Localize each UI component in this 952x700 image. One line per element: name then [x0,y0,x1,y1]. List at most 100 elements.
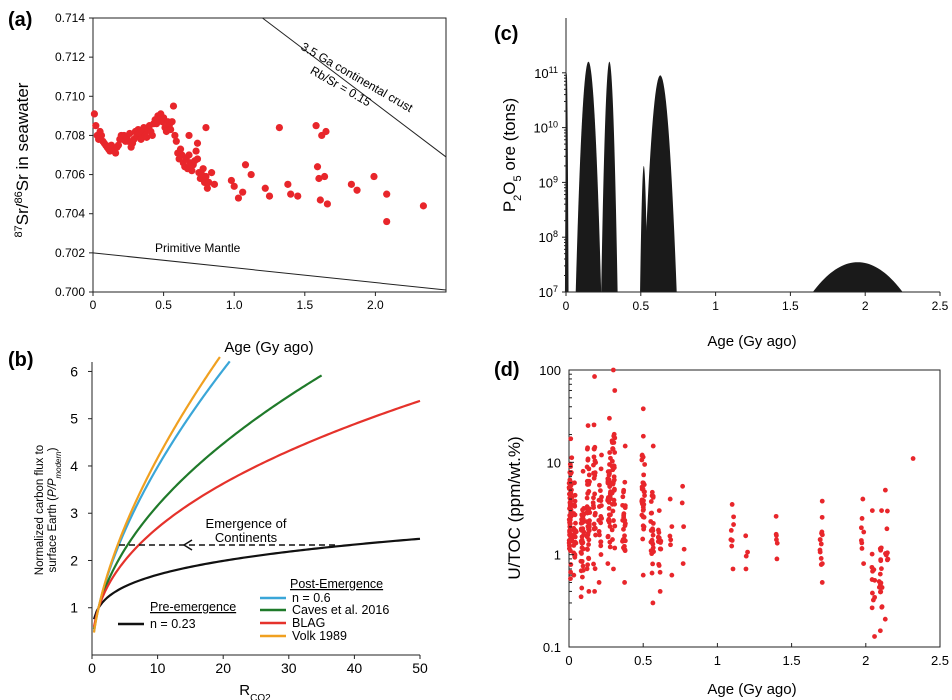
reference-line-0 [92,252,447,291]
uptake-point-147 [585,457,591,463]
uptake-point-443 [818,556,824,561]
uptake-point-95 [578,594,584,600]
uptake-point-427 [729,543,735,549]
uptake-point-392 [650,561,656,567]
sr-point-102 [316,196,324,204]
uptake-point-176 [586,524,592,530]
panel-b-letter: (b) [8,349,34,371]
uptake-point-429 [743,566,749,572]
uptake-point-289 [610,464,616,470]
uptake-point-447 [818,541,824,547]
uptake-point-394 [650,443,656,449]
uptake-point-478 [877,571,883,577]
uptake-point-470 [872,594,878,600]
sr-point-87 [227,176,235,185]
uptake-point-326 [621,526,626,532]
uptake-point-496 [884,557,890,563]
sr-point-72 [192,147,200,155]
uptake-point-414 [669,524,675,530]
uptake-point-79 [572,498,578,504]
uptake-point-135 [586,589,592,594]
emergence-arrow-head [182,539,193,551]
sr-point-93 [261,184,269,192]
uptake-point-255 [605,533,611,539]
panel-c-x-ticks: 0 0.5 1 1.5 2 2.5 [563,292,949,313]
uptake-point-94 [572,480,577,486]
uptake-point-88 [572,534,578,540]
uptake-point-93 [571,511,577,516]
sr-point-79 [202,172,210,181]
panel-d-points [566,367,916,639]
uptake-point-288 [609,527,615,533]
sr-point-67 [185,151,193,159]
panel-d-y-ticks: 0.1 1 10 100 [539,363,574,655]
sr-point-37 [143,133,151,141]
uptake-point-180 [592,589,597,594]
y-tick-label-4: 1011 [534,65,558,81]
uptake-point-408 [658,540,663,545]
y-tick-label-4: 5 [70,411,78,427]
uptake-point-125 [579,574,585,580]
uptake-point-227 [598,498,604,504]
panel-b-y-label-line-2: surface Earth (P/Pmodern) [47,447,63,572]
uptake-point-384 [649,570,655,576]
uptake-point-490 [879,508,884,514]
sr-point-109 [370,172,378,181]
uptake-point-236 [607,524,613,529]
uptake-point-282 [609,458,615,464]
uptake-point-425 [731,514,736,520]
panel-d-letter: (d) [494,359,520,381]
uptake-point-173 [586,556,592,562]
uptake-point-133 [580,516,586,522]
series-line-0 [92,537,421,620]
y-tick-label-2: 10 [547,455,561,470]
x-tick-label-0: 0 [88,660,96,676]
uptake-point-65 [567,543,572,548]
uptake-point-333 [622,521,628,526]
panel-b-x-label: RCO2 [239,682,271,700]
uptake-point-299 [609,438,615,444]
uptake-point-169 [586,481,592,487]
uptake-point-49 [568,491,574,496]
uptake-point-85 [573,529,579,535]
panel-d-y-label: U/TOC (ppm/wt.%) [505,436,524,579]
uptake-point-374 [650,532,656,538]
uptake-point-389 [649,489,655,495]
uptake-point-409 [656,508,662,514]
uptake-point-200 [591,521,597,527]
sr-point-104 [320,172,329,181]
x-tick-label-1: 0.5 [155,298,172,312]
uptake-point-37 [566,517,572,522]
uptake-point-387 [648,539,654,545]
uptake-point-415 [667,496,673,502]
y-tick-label-1: 1 [554,548,561,563]
uptake-point-370 [650,600,656,606]
uptake-point-458 [859,516,865,521]
uptake-point-210 [596,580,602,585]
sr-point-96 [284,180,292,188]
y-tick-label-2: 109 [539,174,558,190]
uptake-point-331 [621,538,627,543]
uptake-point-188 [591,495,596,501]
y-tick-label-0: 1 [70,600,78,616]
sr-point-61 [176,145,185,153]
uptake-point-209 [592,374,597,379]
uptake-point-433 [774,556,780,562]
sr-point-73 [193,155,202,163]
uptake-point-494 [884,508,890,514]
uptake-point-134 [580,468,586,474]
x-tick-label-2: 1.0 [226,298,243,312]
panel-d-x-ticks: 0 0.5 1 1.5 2 2.5 [565,643,949,668]
uptake-point-172 [585,491,591,496]
x-tick-label-1: 10 [150,660,166,676]
uptake-point-364 [640,486,646,492]
uptake-point-105 [580,563,586,569]
sr-point-25 [126,129,134,138]
legend-pre-title: Pre-emergence [150,600,236,614]
uptake-point-402 [656,563,662,568]
uptake-point-203 [590,500,596,506]
sr-point-5 [97,131,106,140]
uptake-point-456 [858,525,864,531]
series-line-3 [92,399,421,628]
uptake-point-431 [743,553,749,559]
